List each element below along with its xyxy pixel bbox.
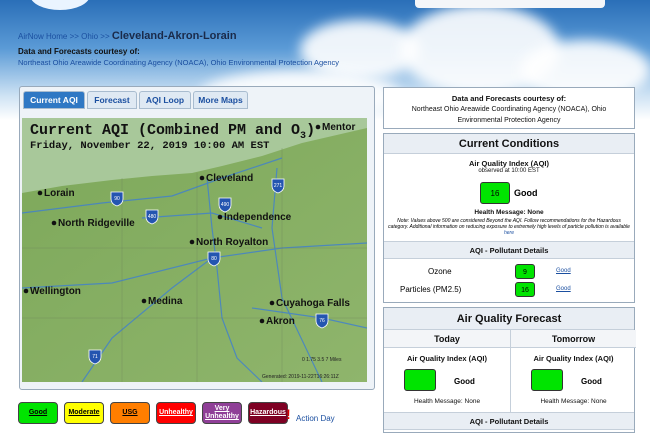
highway-shield xyxy=(218,197,232,213)
action-day-link[interactable]: Action Day xyxy=(296,414,335,423)
separator: >> xyxy=(100,32,110,41)
city-label: Independence xyxy=(224,212,292,223)
tab[interactable]: More Maps xyxy=(193,91,248,109)
pollutant-aqi: 9 xyxy=(515,264,535,279)
aqi-map: Current AQI (Combined PM and O3) Friday,… xyxy=(22,118,367,382)
city-name: Cleveland-Akron-Lorain xyxy=(111,30,237,42)
scale-bar: 0 1.75 3.5 7 Miles xyxy=(302,357,342,363)
aqi-category: Good xyxy=(514,188,538,198)
city-label: Akron xyxy=(266,316,295,327)
highway-number: 90 xyxy=(114,196,120,202)
city-dot xyxy=(51,220,57,226)
action-icon: ! xyxy=(286,406,291,422)
forecast-day: Today Air Quality Index (AQI) Good Health M… xyxy=(384,330,510,412)
legend-button[interactable]: Good xyxy=(18,402,58,424)
forecast: Air Quality Forecast Today Air Quality In… xyxy=(383,307,636,433)
pollutant-category[interactable]: Good xyxy=(556,286,571,292)
highway-shield xyxy=(315,313,329,329)
aqi-swatch xyxy=(404,369,436,391)
city-dot xyxy=(217,214,223,220)
legend-button[interactable]: Moderate xyxy=(64,402,104,424)
aqi-swatch xyxy=(531,369,563,391)
city-dot xyxy=(199,175,205,181)
generated: Generated: 2019-11-22T16:26:11Z xyxy=(262,374,339,380)
city-label: North Royalton xyxy=(196,237,268,248)
city-label: Mentor xyxy=(322,122,355,133)
highway-number: 271 xyxy=(274,183,283,189)
section-title: Air Quality Forecast xyxy=(384,308,634,330)
highway-number: 490 xyxy=(221,202,230,208)
forecast-day: Tomorrow Air Quality Index (AQI) Good Healt… xyxy=(510,330,636,412)
legend-button[interactable]: Very Unhealthy xyxy=(202,402,242,424)
aqi-category: Good xyxy=(581,377,602,386)
county-lines xyxy=(22,148,367,382)
details-title: AQI - Pollutant Details xyxy=(384,412,634,430)
courtesy-label: Data and Forecasts courtesy of: xyxy=(18,47,140,56)
highway-number: 76 xyxy=(319,318,325,324)
legend-button[interactable]: Unhealthy xyxy=(156,402,196,424)
city-label: Cleveland xyxy=(206,173,253,184)
legend-button[interactable]: USG xyxy=(110,402,150,424)
aqi-value: 16 xyxy=(480,182,510,204)
map-panel: Current AQI Forecast AQI Loop More Maps … xyxy=(19,86,375,390)
search-bar[interactable] xyxy=(415,0,605,8)
health-message: Health Message: None xyxy=(540,398,607,405)
tab[interactable]: AQI Loop xyxy=(139,91,191,109)
aqi-label: Air Quality Index (AQI) xyxy=(533,354,614,363)
state-link[interactable]: Ohio xyxy=(81,32,99,41)
city-dot xyxy=(259,318,265,324)
highway-number: 480 xyxy=(148,214,157,220)
city-label: Medina xyxy=(148,296,183,307)
observed: observed at 10:00 EST xyxy=(478,168,540,174)
day-title: Tomorrow xyxy=(511,330,636,348)
home-link[interactable]: AirNow Home xyxy=(18,32,68,41)
city-dot xyxy=(23,288,29,294)
map-date: Friday, November 22, 2019 10:00 AM EST xyxy=(30,140,269,152)
highway-number: 71 xyxy=(92,354,98,360)
pollutant-name: Ozone xyxy=(428,267,452,276)
highway-shield xyxy=(110,191,124,207)
health-message: Health Message: None xyxy=(413,398,481,405)
day-title: Today xyxy=(384,330,510,348)
highway-shield xyxy=(271,178,285,194)
agency-link[interactable]: Northeast Ohio Areawide Coordinating Age… xyxy=(18,58,339,67)
highway-number: 80 xyxy=(211,256,217,262)
highway-shield xyxy=(145,209,159,225)
agency-link[interactable]: Northeast Ohio Areawide Coordinating Age… xyxy=(411,106,607,124)
separator: >> xyxy=(69,32,79,41)
city-label: North Ridgeville xyxy=(58,218,135,229)
city-label: Wellington xyxy=(30,286,81,297)
note-link[interactable]: here xyxy=(503,230,514,236)
city-dot xyxy=(141,298,147,304)
courtesy-box: Data and Forecasts courtesy of: Northeas… xyxy=(383,87,635,129)
aqi-category: Good xyxy=(454,377,475,386)
pollutant-name: Particles (PM2.5) xyxy=(400,285,462,294)
pollutant-category[interactable]: Good xyxy=(556,268,571,274)
breadcrumb: AirNow Home >> Ohio >> Cleveland-Akron-L… xyxy=(18,30,237,42)
details-title: AQI - Pollutant Details xyxy=(384,241,634,259)
tab[interactable]: Forecast xyxy=(87,91,137,109)
city-label: Cuyahoga Falls xyxy=(276,298,350,309)
current-conditions: Current Conditions Air Quality Index (AQ… xyxy=(383,133,635,303)
tab[interactable]: Current AQI xyxy=(23,91,85,109)
city-dot xyxy=(37,190,43,196)
city-dot xyxy=(315,124,321,130)
note: Note: Values above 500 are considered Be… xyxy=(388,218,630,236)
city-label: Lorain xyxy=(44,188,75,199)
courtesy-label: Data and Forecasts courtesy of: xyxy=(451,94,567,103)
map-title: Current AQI (Combined PM and O3) xyxy=(30,122,315,142)
city-dot xyxy=(189,239,195,245)
highway-shield xyxy=(88,349,102,365)
highway-shield xyxy=(207,251,221,267)
aqi-label: Air Quality Index (AQI) xyxy=(406,354,487,363)
section-title: Current Conditions xyxy=(384,134,634,154)
pollutant-aqi: 16 xyxy=(515,282,535,297)
aqi-label: Air Quality Index (AQI) xyxy=(468,159,549,168)
legend-button[interactable]: Hazardous xyxy=(248,402,288,424)
city-dot xyxy=(269,300,275,306)
health-message: Health Message: None xyxy=(474,209,544,216)
